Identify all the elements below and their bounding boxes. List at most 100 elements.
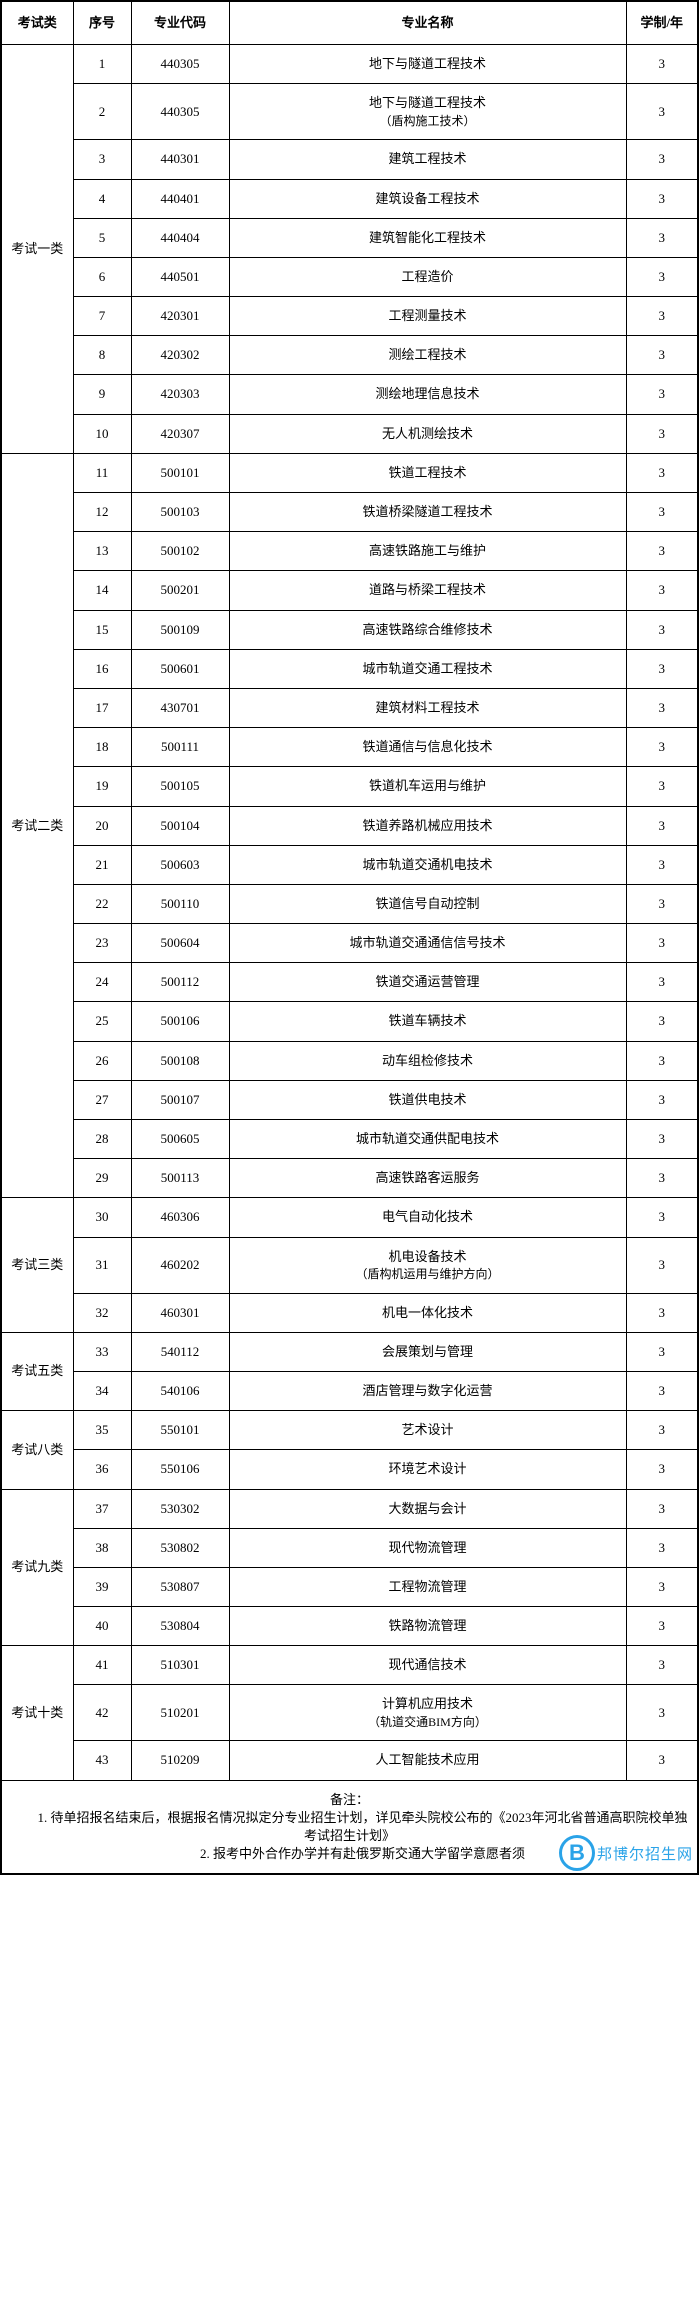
category-cell: 考试三类 — [1, 1198, 73, 1332]
seq-cell: 6 — [73, 257, 131, 296]
name-cell: 机电一体化技术 — [229, 1293, 626, 1332]
name-cell: 城市轨道交通供配电技术 — [229, 1120, 626, 1159]
duration-cell: 3 — [626, 649, 698, 688]
code-cell: 460202 — [131, 1237, 229, 1293]
seq-cell: 2 — [73, 84, 131, 140]
seq-cell: 27 — [73, 1080, 131, 1119]
code-cell: 530807 — [131, 1567, 229, 1606]
code-cell: 500106 — [131, 1002, 229, 1041]
seq-cell: 7 — [73, 297, 131, 336]
code-cell: 420301 — [131, 297, 229, 336]
name-cell: 大数据与会计 — [229, 1489, 626, 1528]
seq-cell: 30 — [73, 1198, 131, 1237]
name-cell: 城市轨道交通机电技术 — [229, 845, 626, 884]
header-category: 考试类 — [1, 1, 73, 45]
name-cell: 铁道养路机械应用技术 — [229, 806, 626, 845]
table-row: 42510201计算机应用技术（轨道交通BIM方向）3 — [1, 1685, 698, 1741]
code-cell: 460301 — [131, 1293, 229, 1332]
code-cell: 510201 — [131, 1685, 229, 1741]
code-cell: 500110 — [131, 884, 229, 923]
name-cell: 地下与隧道工程技术（盾构施工技术） — [229, 84, 626, 140]
code-cell: 460306 — [131, 1198, 229, 1237]
code-cell: 440501 — [131, 257, 229, 296]
code-cell: 500113 — [131, 1159, 229, 1198]
seq-cell: 37 — [73, 1489, 131, 1528]
code-cell: 500102 — [131, 532, 229, 571]
table-row: 考试十类41510301现代通信技术3 — [1, 1646, 698, 1685]
seq-cell: 26 — [73, 1041, 131, 1080]
duration-cell: 3 — [626, 414, 698, 453]
seq-cell: 15 — [73, 610, 131, 649]
seq-cell: 28 — [73, 1120, 131, 1159]
header-seq: 序号 — [73, 1, 131, 45]
name-cell: 会展策划与管理 — [229, 1332, 626, 1371]
name-cell: 无人机测绘技术 — [229, 414, 626, 453]
duration-cell: 3 — [626, 1741, 698, 1780]
name-cell: 铁道通信与信息化技术 — [229, 728, 626, 767]
name-cell: 铁道车辆技术 — [229, 1002, 626, 1041]
table-row: 考试五类33540112会展策划与管理3 — [1, 1332, 698, 1371]
header-duration: 学制/年 — [626, 1, 698, 45]
seq-cell: 5 — [73, 218, 131, 257]
table-row: 16500601城市轨道交通工程技术3 — [1, 649, 698, 688]
name-cell: 工程造价 — [229, 257, 626, 296]
duration-cell: 3 — [626, 571, 698, 610]
seq-cell: 18 — [73, 728, 131, 767]
table-row: 36550106环境艺术设计3 — [1, 1450, 698, 1489]
name-cell: 高速铁路综合维修技术 — [229, 610, 626, 649]
code-cell: 500603 — [131, 845, 229, 884]
code-cell: 510301 — [131, 1646, 229, 1685]
table-row: 2440305地下与隧道工程技术（盾构施工技术）3 — [1, 84, 698, 140]
seq-cell: 16 — [73, 649, 131, 688]
duration-cell: 3 — [626, 179, 698, 218]
duration-cell: 3 — [626, 1489, 698, 1528]
duration-cell: 3 — [626, 924, 698, 963]
duration-cell: 3 — [626, 84, 698, 140]
seq-cell: 19 — [73, 767, 131, 806]
name-cell: 建筑智能化工程技术 — [229, 218, 626, 257]
duration-cell: 3 — [626, 453, 698, 492]
header-name: 专业名称 — [229, 1, 626, 45]
code-cell: 530804 — [131, 1607, 229, 1646]
name-cell: 现代物流管理 — [229, 1528, 626, 1567]
code-cell: 500604 — [131, 924, 229, 963]
seq-cell: 43 — [73, 1741, 131, 1780]
duration-cell: 3 — [626, 884, 698, 923]
name-cell: 铁道交通运营管理 — [229, 963, 626, 1002]
code-cell: 500104 — [131, 806, 229, 845]
name-cell: 工程物流管理 — [229, 1567, 626, 1606]
code-cell: 440305 — [131, 84, 229, 140]
duration-cell: 3 — [626, 728, 698, 767]
duration-cell: 3 — [626, 1450, 698, 1489]
duration-cell: 3 — [626, 806, 698, 845]
seq-cell: 8 — [73, 336, 131, 375]
name-cell: 环境艺术设计 — [229, 1450, 626, 1489]
table-row: 12500103铁道桥梁隧道工程技术3 — [1, 493, 698, 532]
table-row: 38530802现代物流管理3 — [1, 1528, 698, 1567]
table-row: 40530804铁路物流管理3 — [1, 1607, 698, 1646]
name-cell: 建筑设备工程技术 — [229, 179, 626, 218]
duration-cell: 3 — [626, 1120, 698, 1159]
code-cell: 530802 — [131, 1528, 229, 1567]
seq-cell: 1 — [73, 45, 131, 84]
duration-cell: 3 — [626, 493, 698, 532]
name-cell: 人工智能技术应用 — [229, 1741, 626, 1780]
seq-cell: 20 — [73, 806, 131, 845]
code-cell: 440404 — [131, 218, 229, 257]
table-row: 考试二类11500101铁道工程技术3 — [1, 453, 698, 492]
seq-cell: 29 — [73, 1159, 131, 1198]
duration-cell: 3 — [626, 767, 698, 806]
seq-cell: 42 — [73, 1685, 131, 1741]
seq-cell: 25 — [73, 1002, 131, 1041]
table-row: 3440301建筑工程技术3 — [1, 140, 698, 179]
table-row: 25500106铁道车辆技术3 — [1, 1002, 698, 1041]
name-cell: 高速铁路客运服务 — [229, 1159, 626, 1198]
table-row: 10420307无人机测绘技术3 — [1, 414, 698, 453]
duration-cell: 3 — [626, 218, 698, 257]
name-cell: 计算机应用技术（轨道交通BIM方向） — [229, 1685, 626, 1741]
duration-cell: 3 — [626, 1332, 698, 1371]
seq-cell: 38 — [73, 1528, 131, 1567]
table-row: 9420303测绘地理信息技术3 — [1, 375, 698, 414]
code-cell: 500112 — [131, 963, 229, 1002]
seq-cell: 17 — [73, 688, 131, 727]
